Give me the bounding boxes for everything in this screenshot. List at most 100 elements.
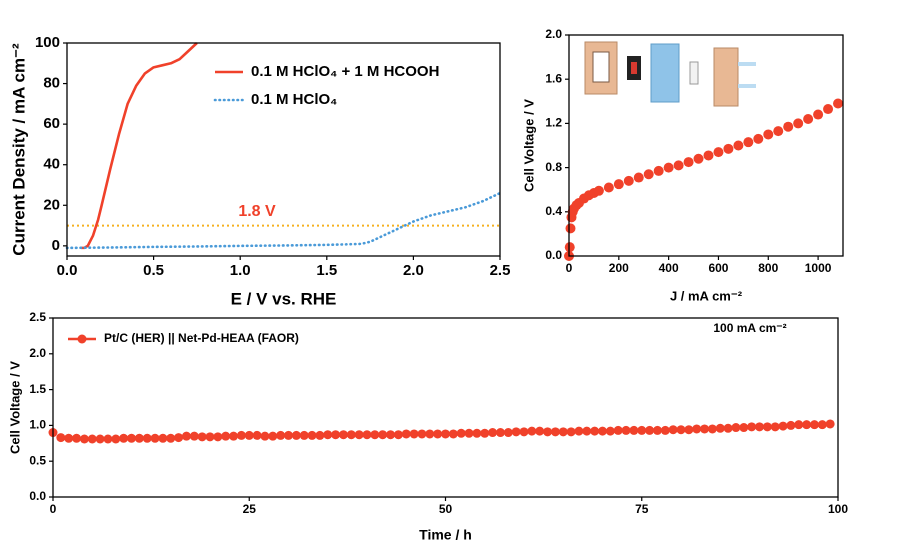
x-tick-label: 1.5 [316,262,337,279]
x-tick-label: 800 [758,261,778,275]
data-point [181,431,191,441]
data-point [150,433,160,443]
inset-plate [713,47,739,107]
data-point [213,432,223,442]
y-tick-label: 0.8 [545,160,562,174]
data-point [338,430,348,440]
y-tick-label: 1.0 [29,418,46,432]
data-point [189,431,199,441]
data-point [773,126,784,137]
data-point [692,424,702,434]
data-point [221,431,231,441]
data-point [503,428,513,438]
plot-frame [568,34,844,257]
data-point [331,430,341,440]
data-point [393,430,403,440]
inset-port [738,62,756,66]
x-tick-label: 2.0 [403,262,424,279]
data-point [629,425,639,435]
data-point [673,160,684,171]
data-point [433,429,443,439]
x-tick-label: 2.5 [490,262,511,279]
data-point [743,137,754,148]
data-point [425,429,435,439]
data-line [65,191,502,250]
plot-frame [66,42,501,257]
x-tick-label: 50 [439,502,453,516]
data-point [652,425,662,435]
data-point [566,427,576,437]
data-point [590,426,600,436]
x-tick-label: 600 [708,261,728,275]
legend-marker [77,334,87,344]
x-tick-label: 75 [635,502,649,516]
data-point [707,424,717,434]
data-point [111,434,121,444]
data-point [700,424,710,434]
x-tick-label: 0 [566,261,573,275]
data-point [613,179,624,190]
data-point [763,129,774,140]
legend-label: 0.1 M HClO₄ + 1 M HCOOH [251,63,439,80]
annotation: 1.8 V [238,203,276,220]
data-point [56,433,66,443]
data-point [753,133,764,144]
data-point [713,147,724,158]
data-point [645,425,655,435]
data-point [142,433,152,443]
data-point [723,423,733,433]
legend-label: Pt/C (HER) || Net-Pd-HEAA (FAOR) [104,331,299,345]
data-point [582,426,592,436]
inset-gdl [689,61,699,85]
x-tick-label: 0.0 [57,262,78,279]
data-point [119,433,129,443]
y-tick-label: 0 [52,237,60,254]
data-point [378,430,388,440]
data-point [409,429,419,439]
x-axis-label: J / mA cm⁻² [670,288,743,303]
x-tick-label: 25 [243,502,257,516]
data-point [633,172,644,183]
data-point [793,118,804,129]
data-point [778,421,788,431]
data-point [684,425,694,435]
data-point [480,428,490,438]
data-point [605,426,615,436]
data-point [64,433,74,443]
data-point [134,433,144,443]
data-point [668,425,678,435]
data-point [87,434,97,444]
data-point [197,432,207,442]
data-point [663,162,674,173]
data-point [731,423,741,433]
data-point [693,153,704,164]
data-point [441,429,450,439]
data-point [488,428,498,438]
data-point [802,420,812,430]
data-point [623,175,634,186]
data-point [593,185,604,196]
data-point [723,143,734,154]
y-tick-label: 1.2 [545,116,562,130]
y-tick-label: 100 [35,34,60,51]
data-point [643,169,654,180]
data-point [127,433,136,443]
data-point [72,433,82,443]
plot-frame [52,317,839,498]
y-tick-label: 60 [43,115,60,132]
data-point [621,425,631,435]
data-point [786,420,796,430]
data-point [268,431,278,441]
data-point [543,427,553,437]
data-point [825,419,835,429]
annotation: 100 mA cm⁻² [713,321,786,335]
x-tick-label: 0.5 [143,262,164,279]
data-point [558,427,568,437]
y-tick-label: 80 [43,75,60,92]
y-tick-label: 2.5 [29,310,46,324]
data-point [550,427,560,437]
data-line [80,42,198,250]
data-point [284,430,293,440]
data-point [762,422,772,432]
